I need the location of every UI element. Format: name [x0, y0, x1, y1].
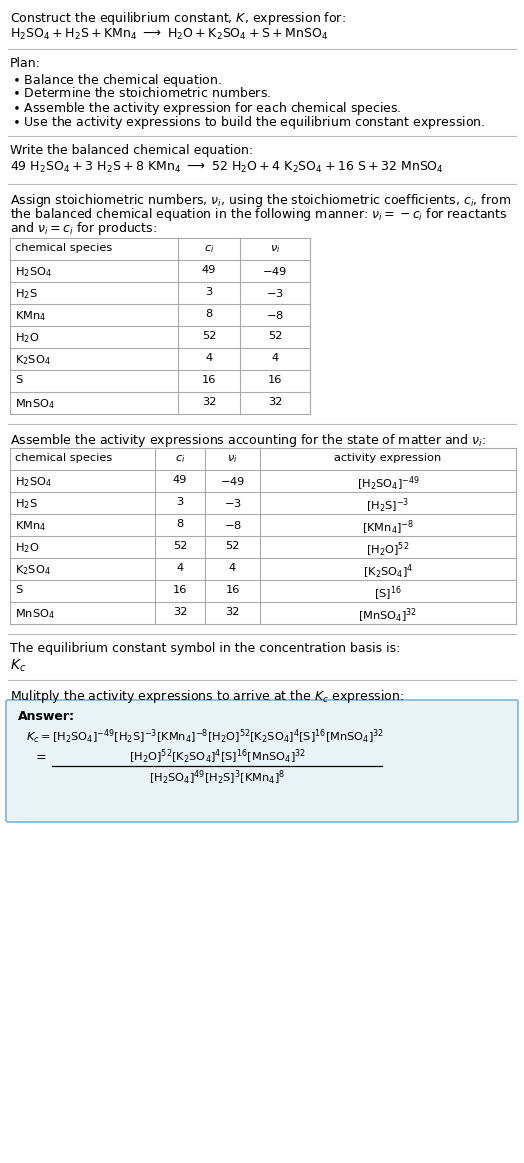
Text: $\nu_i$: $\nu_i$	[270, 243, 280, 255]
Text: $\mathrm{H_2S}$: $\mathrm{H_2S}$	[15, 287, 38, 301]
Text: $\mathrm{MnSO_4}$: $\mathrm{MnSO_4}$	[15, 397, 55, 411]
Text: 32: 32	[225, 607, 239, 618]
Text: $\nu_i$: $\nu_i$	[227, 454, 238, 465]
Text: $-3$: $-3$	[266, 287, 284, 299]
Text: 8: 8	[177, 519, 183, 529]
Text: $\mathrm{MnSO_4}$: $\mathrm{MnSO_4}$	[15, 607, 55, 621]
Text: $\mathrm{H_2SO_4}$: $\mathrm{H_2SO_4}$	[15, 475, 52, 488]
Text: $-8$: $-8$	[266, 309, 284, 321]
Text: $\bullet$ Assemble the activity expression for each chemical species.: $\bullet$ Assemble the activity expressi…	[12, 100, 401, 117]
Text: $\mathrm{H_2O}$: $\mathrm{H_2O}$	[15, 331, 39, 344]
Text: $[\mathrm{H_2O}]^{52}[\mathrm{K_2SO_4}]^{4}[\mathrm{S}]^{16}[\mathrm{MnSO_4}]^{3: $[\mathrm{H_2O}]^{52}[\mathrm{K_2SO_4}]^…	[128, 748, 305, 766]
Text: $\bullet$ Use the activity expressions to build the equilibrium constant express: $\bullet$ Use the activity expressions t…	[12, 114, 485, 131]
Text: $[\mathrm{S}]^{16}$: $[\mathrm{S}]^{16}$	[374, 585, 402, 604]
Text: $[\mathrm{K_2SO_4}]^{4}$: $[\mathrm{K_2SO_4}]^{4}$	[363, 563, 413, 582]
Text: $\bullet$ Determine the stoichiometric numbers.: $\bullet$ Determine the stoichiometric n…	[12, 86, 271, 100]
Text: 52: 52	[202, 331, 216, 341]
Text: 32: 32	[202, 397, 216, 407]
Text: 52: 52	[225, 541, 239, 551]
Text: Assemble the activity expressions accounting for the state of matter and $\nu_i$: Assemble the activity expressions accoun…	[10, 431, 486, 449]
Text: 8: 8	[205, 309, 213, 319]
Text: $\mathrm{K_2SO_4}$: $\mathrm{K_2SO_4}$	[15, 563, 51, 577]
Text: Construct the equilibrium constant, $K$, expression for:: Construct the equilibrium constant, $K$,…	[10, 10, 346, 27]
Text: $\mathrm{H_2SO_4}$: $\mathrm{H_2SO_4}$	[15, 265, 52, 279]
Text: 4: 4	[271, 354, 279, 363]
Text: $\mathrm{H_2O}$: $\mathrm{H_2O}$	[15, 541, 39, 555]
Text: $\mathrm{KMn_4}$: $\mathrm{KMn_4}$	[15, 519, 46, 533]
Text: $-8$: $-8$	[224, 519, 242, 531]
Text: 3: 3	[205, 287, 213, 297]
Text: S: S	[15, 585, 22, 595]
Text: the balanced chemical equation in the following manner: $\nu_i = -c_i$ for react: the balanced chemical equation in the fo…	[10, 206, 507, 223]
Text: 4: 4	[177, 563, 183, 573]
Text: 52: 52	[268, 331, 282, 341]
Text: $\mathrm{H_2S}$: $\mathrm{H_2S}$	[15, 497, 38, 511]
Text: Answer:: Answer:	[18, 709, 75, 723]
Text: and $\nu_i = c_i$ for products:: and $\nu_i = c_i$ for products:	[10, 220, 157, 237]
Text: 3: 3	[177, 497, 183, 507]
Text: 4: 4	[205, 354, 213, 363]
Text: $[\mathrm{H_2SO_4}]^{-49}$: $[\mathrm{H_2SO_4}]^{-49}$	[356, 475, 419, 493]
Text: The equilibrium constant symbol in the concentration basis is:: The equilibrium constant symbol in the c…	[10, 642, 400, 655]
Text: $K_c$: $K_c$	[10, 658, 26, 675]
Text: Write the balanced chemical equation:: Write the balanced chemical equation:	[10, 144, 253, 157]
Text: $K_c = [\mathrm{H_2SO_4}]^{-49}[\mathrm{H_2S}]^{-3}[\mathrm{KMn_4}]^{-8}[\mathrm: $K_c = [\mathrm{H_2SO_4}]^{-49}[\mathrm{…	[26, 728, 384, 747]
Text: $-3$: $-3$	[224, 497, 242, 509]
Text: =: =	[36, 751, 47, 764]
Text: 16: 16	[268, 374, 282, 385]
Text: $-49$: $-49$	[263, 265, 288, 277]
Text: $[\mathrm{H_2O}]^{52}$: $[\mathrm{H_2O}]^{52}$	[366, 541, 410, 559]
Text: 16: 16	[202, 374, 216, 385]
Text: $\mathrm{K_2SO_4}$: $\mathrm{K_2SO_4}$	[15, 354, 51, 366]
Text: chemical species: chemical species	[15, 454, 112, 463]
Text: $\mathrm{KMn_4}$: $\mathrm{KMn_4}$	[15, 309, 46, 323]
Text: activity expression: activity expression	[334, 454, 442, 463]
Text: S: S	[15, 374, 22, 385]
Text: chemical species: chemical species	[15, 243, 112, 254]
Text: $c_i$: $c_i$	[204, 243, 214, 255]
Text: $\mathrm{H_2SO_4 + H_2S + KMn_4}\ \longrightarrow\ \mathrm{H_2O + K_2SO_4 + S + : $\mathrm{H_2SO_4 + H_2S + KMn_4}\ \longr…	[10, 27, 328, 42]
Text: 16: 16	[173, 585, 187, 595]
Text: 49: 49	[173, 475, 187, 485]
Text: 49: 49	[202, 265, 216, 274]
Text: 16: 16	[225, 585, 239, 595]
Text: $49\ \mathrm{H_2SO_4} + 3\ \mathrm{H_2S} + 8\ \mathrm{KMn_4}\ \longrightarrow\ 5: $49\ \mathrm{H_2SO_4} + 3\ \mathrm{H_2S}…	[10, 160, 444, 176]
Text: $-49$: $-49$	[220, 475, 245, 487]
Text: $[\mathrm{H_2S}]^{-3}$: $[\mathrm{H_2S}]^{-3}$	[366, 497, 410, 515]
Text: 32: 32	[268, 397, 282, 407]
Text: Plan:: Plan:	[10, 57, 41, 70]
Text: Assign stoichiometric numbers, $\nu_i$, using the stoichiometric coefficients, $: Assign stoichiometric numbers, $\nu_i$, …	[10, 192, 511, 209]
Text: $[\mathrm{MnSO_4}]^{32}$: $[\mathrm{MnSO_4}]^{32}$	[358, 607, 418, 626]
Text: $\bullet$ Balance the chemical equation.: $\bullet$ Balance the chemical equation.	[12, 72, 222, 90]
Text: Mulitply the activity expressions to arrive at the $K_c$ expression:: Mulitply the activity expressions to arr…	[10, 688, 405, 705]
Text: 32: 32	[173, 607, 187, 618]
FancyBboxPatch shape	[6, 700, 518, 822]
Text: 4: 4	[229, 563, 236, 573]
Text: $[\mathrm{H_2SO_4}]^{49}[\mathrm{H_2S}]^{3}[\mathrm{KMn_4}]^{8}$: $[\mathrm{H_2SO_4}]^{49}[\mathrm{H_2S}]^…	[149, 769, 285, 787]
Text: $[\mathrm{KMn_4}]^{-8}$: $[\mathrm{KMn_4}]^{-8}$	[362, 519, 414, 537]
Text: 52: 52	[173, 541, 187, 551]
Text: $c_i$: $c_i$	[175, 454, 185, 465]
